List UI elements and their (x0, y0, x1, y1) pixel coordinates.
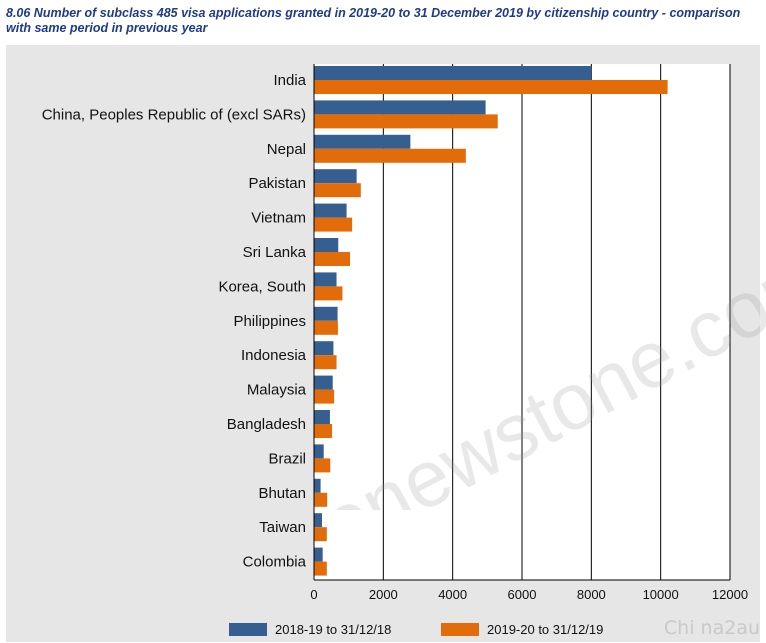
x-tick-label: 0 (310, 587, 317, 602)
x-tick-label: 4000 (438, 587, 467, 602)
bar-2018-19 (314, 444, 324, 459)
x-tick-label: 10000 (643, 587, 679, 602)
bar-2019-20 (314, 389, 335, 404)
bar-2018-19 (314, 513, 322, 528)
bar-2019-20 (314, 148, 466, 163)
bar-2018-19 (314, 134, 411, 149)
category-label: China, Peoples Republic of (excl SARs) (42, 106, 306, 123)
category-label: Pakistan (248, 175, 306, 192)
category-label: Malaysia (247, 382, 307, 399)
category-label: Philippines (233, 313, 306, 330)
bar-2019-20 (314, 217, 353, 232)
bar-2019-20 (314, 252, 351, 266)
bar-2018-19 (314, 169, 357, 184)
bar-2019-20 (314, 424, 333, 438)
bar-2018-19 (314, 410, 330, 424)
x-tick-label: 8000 (577, 587, 606, 602)
bar-2019-20 (314, 492, 328, 507)
legend-label: 2018-19 to 31/12/18 (275, 622, 391, 637)
bar-2019-20 (314, 114, 498, 129)
bar-2019-20 (314, 320, 338, 335)
category-label: Indonesia (241, 347, 307, 364)
category-label: Bhutan (258, 485, 306, 502)
legend-swatch (229, 623, 267, 636)
category-label: Nepal (267, 141, 306, 158)
bar-2018-19 (314, 375, 333, 390)
bar-2018-19 (314, 306, 338, 321)
category-label: Korea, South (218, 278, 306, 295)
bar-2019-20 (314, 527, 327, 542)
x-tick-label: 12000 (712, 587, 748, 602)
corner-watermark: Chi na2au (663, 617, 760, 639)
bar-2019-20 (314, 286, 343, 301)
category-label: Taiwan (259, 519, 306, 536)
legend-swatch (441, 623, 479, 636)
category-label: Sri Lanka (243, 244, 307, 261)
bar-2019-20 (314, 561, 327, 576)
bar-2018-19 (314, 547, 323, 562)
bar-2018-19 (314, 66, 592, 80)
category-label: Colombia (243, 554, 307, 571)
category-label: Bangladesh (227, 416, 306, 433)
category-label: Vietnam (251, 210, 306, 227)
bar-2018-19 (314, 478, 321, 493)
x-tick-label: 2000 (369, 587, 398, 602)
bar-2018-19 (314, 203, 347, 218)
chart-panel: 0 2000 4000 6000 8000 10000 12000 India China, P… (6, 45, 760, 642)
bar-2019-20 (314, 80, 668, 94)
legend-label: 2019-20 to 31/12/19 (487, 622, 603, 637)
bar-2018-19 (314, 100, 486, 115)
bar-2019-20 (314, 458, 331, 473)
bar-2019-20 (314, 355, 337, 370)
x-tick-label: 6000 (508, 587, 537, 602)
category-label: Brazil (268, 450, 306, 467)
bar-2018-19 (314, 272, 337, 287)
category-label: India (273, 72, 306, 89)
bar-2018-19 (314, 238, 339, 252)
chart-title: 8.06 Number of subclass 485 visa applica… (6, 6, 741, 35)
bar-2019-20 (314, 183, 361, 198)
bar-2018-19 (314, 341, 334, 356)
bar-chart: 0 2000 4000 6000 8000 10000 12000 India China, P… (42, 64, 748, 637)
